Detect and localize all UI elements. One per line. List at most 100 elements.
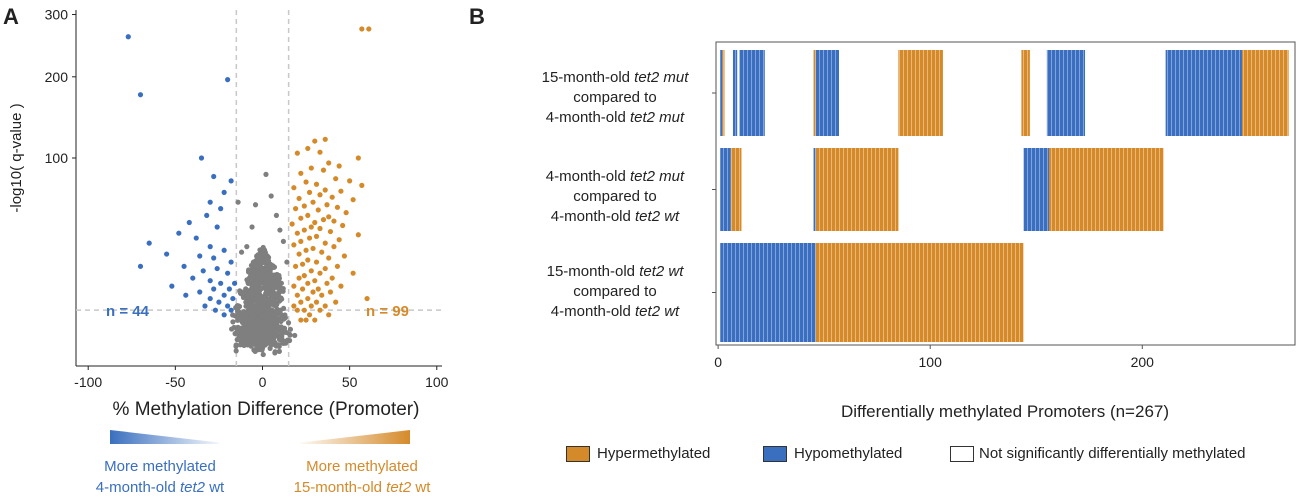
ns-point — [267, 345, 273, 351]
ns-point — [263, 274, 269, 281]
ns-point — [260, 313, 267, 320]
hypo-point — [137, 92, 144, 98]
hyper-point — [364, 295, 370, 302]
ns-point — [277, 307, 284, 313]
hypo-segment — [739, 50, 765, 136]
hyper-point — [366, 26, 372, 32]
legend-label-ns: Not significantly differentially methyla… — [979, 445, 1246, 462]
hyper-point — [329, 194, 335, 200]
promoter-bar-chart: 0 100 200 — [712, 41, 1296, 370]
hyper-point — [301, 307, 307, 313]
x-tick-label: 200 — [1131, 354, 1155, 370]
ns-point — [273, 312, 279, 318]
hyper-point — [301, 273, 307, 279]
hypo-point — [164, 251, 170, 257]
hypo-point — [232, 280, 238, 286]
volcano-x-axis-title: % Methylation Difference (Promoter) — [112, 399, 420, 420]
hypo-segment — [1046, 50, 1086, 136]
hyper-point — [327, 228, 334, 235]
ns-point — [276, 272, 282, 279]
hypo-point — [211, 255, 217, 261]
hypo-point — [228, 178, 234, 184]
hyper-point — [317, 225, 323, 232]
hyper-point — [313, 259, 320, 265]
hyper-gradient-wedge — [300, 430, 410, 444]
hypo-segment — [720, 243, 816, 342]
y-tick-label: 100 — [45, 150, 69, 166]
hyper-point — [350, 270, 356, 276]
hyper-point — [331, 244, 337, 250]
ns-point — [260, 244, 266, 251]
hyper-point — [312, 219, 318, 226]
hyper-segment — [898, 50, 943, 136]
legend-more-methylated-old: More methylated 15-month-old tet2 wt — [293, 458, 431, 496]
ns-point — [262, 320, 268, 326]
ns-point — [287, 326, 294, 332]
ns-point — [243, 325, 249, 331]
hyper-point — [338, 188, 344, 194]
hypo-point — [214, 224, 220, 230]
hyper-point — [315, 286, 321, 292]
hypo-point — [216, 299, 222, 305]
hyper-point — [305, 145, 311, 152]
legend-more-methylated-young: More methylated 4-month-old tet2 wt — [95, 458, 225, 496]
y-tick-label: 200 — [45, 69, 69, 85]
legend-swatch-ns — [950, 446, 974, 462]
hyper-point — [296, 251, 302, 257]
hypo-point — [190, 275, 196, 281]
hyper-point — [317, 270, 323, 276]
ns-point — [259, 344, 266, 351]
hyper-point — [313, 299, 320, 305]
hyper-segment — [813, 50, 816, 136]
hypo-point — [228, 259, 234, 265]
ns-point — [256, 330, 262, 337]
ns-point — [284, 338, 290, 344]
ns-point — [261, 284, 268, 290]
hyper-point — [355, 155, 361, 161]
ns-point — [280, 340, 286, 346]
ns-point — [285, 320, 292, 326]
legend-swatch-hypo — [763, 446, 787, 462]
hypo-point — [197, 253, 203, 259]
hyper-segment — [730, 148, 742, 231]
row-label-1: 15-month-old tet2 mut compared to 4-mont… — [541, 69, 689, 126]
hypo-point — [225, 303, 231, 309]
ns-point — [231, 324, 237, 331]
hypo-point — [198, 155, 205, 161]
hyper-point — [315, 207, 321, 213]
ns-point — [280, 328, 286, 334]
hyper-point — [293, 263, 299, 269]
x-tick-label: -100 — [74, 374, 102, 390]
hypo-point — [211, 286, 217, 292]
hyper-point — [291, 242, 297, 248]
ns-point — [272, 349, 278, 355]
hyper-point — [303, 179, 309, 185]
ns-point — [240, 329, 246, 335]
hyper-point — [336, 163, 342, 169]
legend-swatch-hyper — [566, 446, 590, 462]
x-tick-label: -50 — [165, 374, 185, 390]
hyper-point — [326, 312, 332, 318]
ns-point — [252, 202, 259, 208]
hypo-point — [228, 307, 234, 313]
ns-point — [256, 335, 262, 341]
hypo-point — [226, 286, 232, 292]
ns-point — [254, 263, 260, 269]
ns-point — [230, 319, 236, 325]
hyper-segment — [815, 243, 1024, 342]
ns-point — [270, 317, 276, 323]
ns-point — [280, 238, 286, 245]
hypo-point — [225, 270, 231, 276]
hypo-point — [221, 189, 227, 195]
ns-point — [239, 334, 245, 340]
hypo-point — [207, 199, 213, 205]
x-tick-label: 0 — [259, 374, 267, 390]
hyper-point — [340, 222, 346, 229]
hyper-point — [298, 215, 304, 221]
ns-point — [261, 302, 267, 308]
hypo-point — [146, 240, 152, 246]
ns-point — [249, 283, 255, 289]
hypo-point — [207, 295, 213, 302]
hyper-point — [303, 317, 309, 323]
ns-point — [284, 259, 290, 265]
